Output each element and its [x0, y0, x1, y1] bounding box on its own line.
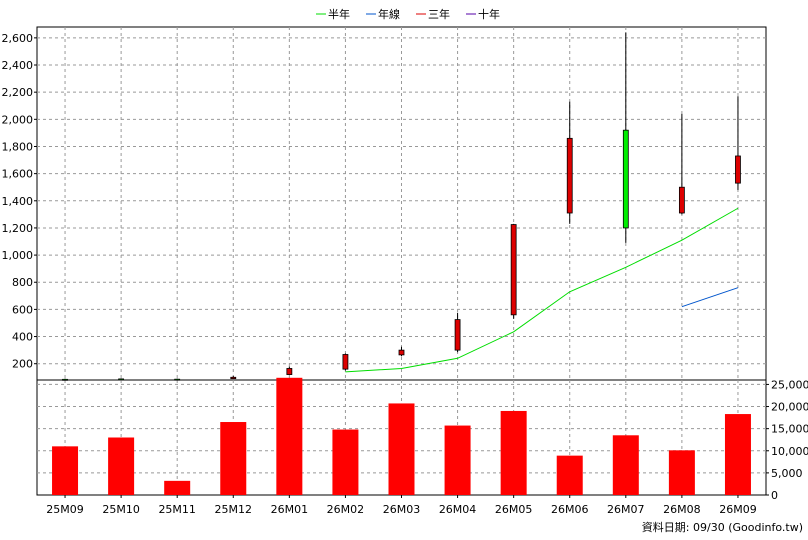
- moving-average-line: [345, 207, 739, 373]
- x-tick-label: 25M09: [46, 503, 84, 516]
- legend-label: 十年: [478, 7, 500, 21]
- x-tick-label: 25M10: [102, 503, 140, 516]
- volume-bar: [164, 480, 191, 495]
- x-tick-label: 26M06: [551, 503, 589, 516]
- price-tick-label: 400: [12, 331, 33, 344]
- volume-tick-label: 15,000: [771, 423, 808, 436]
- x-tick-label: 26M05: [495, 503, 533, 516]
- candle-body: [566, 137, 573, 214]
- price-tick-label: 2,400: [2, 59, 34, 72]
- price-tick-label: 2,600: [2, 32, 34, 45]
- price-tick-label: 1,600: [2, 168, 34, 181]
- volume-bar: [388, 403, 415, 495]
- volume-tick-label: 10,000: [771, 445, 808, 458]
- candle-body: [735, 155, 741, 184]
- volume-bar: [444, 425, 471, 495]
- volume-tick-label: 20,000: [771, 401, 808, 414]
- legend-label: 三年: [428, 7, 450, 21]
- x-tick-label: 26M02: [327, 503, 365, 516]
- price-tick-label: 1,400: [2, 195, 34, 208]
- x-tick-label: 26M03: [383, 503, 421, 516]
- volume-bar: [612, 435, 639, 495]
- volume-bar: [52, 446, 79, 495]
- x-tick-label: 25M11: [158, 503, 196, 516]
- x-tick-label: 25M12: [215, 503, 253, 516]
- volume-bar: [500, 410, 527, 495]
- candle-body: [678, 186, 685, 214]
- price-tick-label: 200: [12, 358, 33, 371]
- source-note: 資料日期: 09/30 (Goodinfo.tw): [642, 520, 803, 534]
- candle-body: [62, 378, 68, 381]
- volume-tick-label: 0: [771, 489, 778, 502]
- volume-bar: [332, 429, 359, 495]
- price-tick-label: 600: [12, 303, 33, 316]
- volume-bar: [556, 455, 583, 495]
- candle-body: [398, 349, 405, 356]
- x-tick-label: 26M04: [439, 503, 477, 516]
- x-tick-label: 26M09: [719, 503, 757, 516]
- volume-tick-label: 5,000: [771, 467, 803, 480]
- candle-body: [622, 129, 629, 229]
- price-tick-label: 2,000: [2, 113, 34, 126]
- x-tick-label: 26M01: [271, 503, 309, 516]
- candle-body: [342, 354, 349, 370]
- volume-bar: [724, 414, 751, 495]
- volume-bar: [220, 422, 247, 495]
- volume-bar: [276, 377, 303, 495]
- legend-label: 半年: [328, 7, 350, 21]
- moving-average-line: [681, 287, 739, 308]
- x-tick-label: 26M07: [607, 503, 645, 516]
- candle-body: [230, 376, 237, 380]
- x-tick-label: 26M08: [663, 503, 701, 516]
- price-tick-label: 800: [12, 276, 33, 289]
- legend-label: 年線: [378, 7, 400, 21]
- price-tick-label: 1,000: [2, 249, 34, 262]
- candle-body: [286, 368, 293, 375]
- volume-tick-label: 25,000: [771, 378, 808, 391]
- price-tick-label: 1,200: [2, 222, 34, 235]
- volume-bar: [668, 450, 695, 495]
- candle-body: [118, 378, 125, 381]
- price-tick-label: 2,200: [2, 86, 34, 99]
- candle-body: [510, 224, 517, 316]
- price-tick-label: 1,800: [2, 140, 34, 153]
- legend: 半年 年線 三年 十年: [316, 7, 500, 21]
- candle-body: [454, 319, 461, 351]
- volume-bar: [108, 437, 135, 495]
- candle-body: [174, 378, 181, 381]
